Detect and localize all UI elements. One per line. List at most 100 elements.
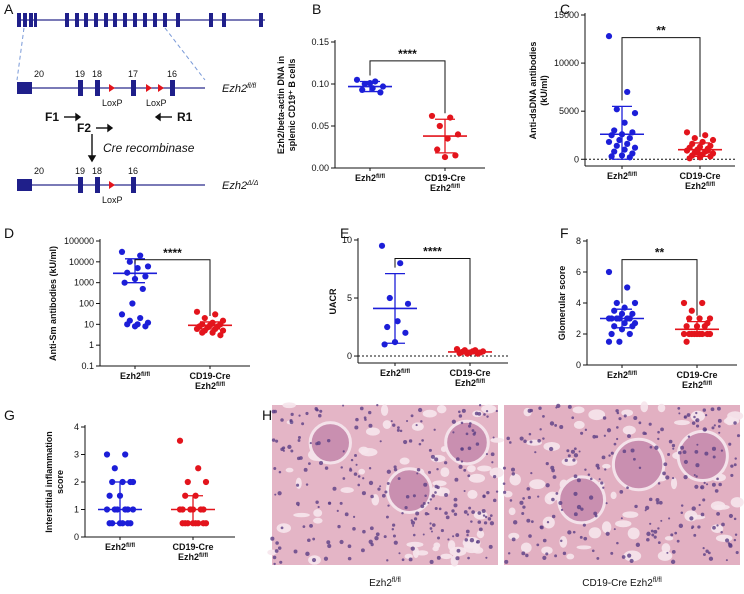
lumen xyxy=(670,477,678,490)
nucleus xyxy=(526,518,531,523)
nucleus xyxy=(572,458,576,462)
nucleus xyxy=(573,491,578,496)
nucleus xyxy=(620,517,623,520)
nucleus xyxy=(573,512,578,517)
nucleus xyxy=(444,461,448,465)
data-point xyxy=(621,119,628,126)
nucleus xyxy=(683,416,687,419)
data-point xyxy=(613,142,620,149)
nucleus xyxy=(610,451,614,455)
nucleus xyxy=(616,411,620,415)
y-tick-label: 1 xyxy=(74,505,79,515)
nucleus xyxy=(616,437,619,441)
nucleus xyxy=(469,538,475,543)
data-point xyxy=(111,465,118,472)
nucleus xyxy=(601,455,606,460)
nucleus xyxy=(386,559,389,562)
nucleus xyxy=(712,455,716,459)
nucleus xyxy=(579,535,583,539)
nucleus xyxy=(733,538,737,542)
category-sup: fl/fl xyxy=(141,372,150,378)
data-point xyxy=(378,242,386,249)
data-point xyxy=(631,299,639,307)
nucleus xyxy=(567,454,571,458)
nucleus xyxy=(662,471,666,476)
category-text: CD19-Cre xyxy=(449,368,490,378)
nucleus xyxy=(466,513,470,516)
nucleus xyxy=(436,467,439,471)
nucleus xyxy=(433,428,436,431)
lumen xyxy=(730,497,744,508)
x-tick-label: CD19-Cre xyxy=(172,542,213,552)
nucleus xyxy=(476,539,481,544)
data-point xyxy=(688,307,695,314)
nucleus xyxy=(362,477,365,480)
y-axis-label: splenic CD19⁺ B cells xyxy=(287,59,297,152)
category-text: Ezh2 xyxy=(607,370,628,380)
primer-arrows xyxy=(64,112,172,163)
nucleus xyxy=(486,490,490,495)
data-point xyxy=(201,314,208,322)
nucleus xyxy=(711,426,715,430)
category-text: Ezh2 xyxy=(455,378,476,388)
exon-label: 18 xyxy=(92,166,102,176)
caption-base: CD19-Cre Ezh2 xyxy=(582,578,653,589)
y-tick-label: 0 xyxy=(74,532,79,542)
nucleus xyxy=(509,441,512,444)
nucleus xyxy=(551,468,555,473)
nucleus xyxy=(660,427,664,432)
nucleus xyxy=(339,501,343,505)
nucleus xyxy=(558,501,563,505)
exons xyxy=(17,177,136,193)
category-sup: fl/fl xyxy=(628,172,637,178)
y-tick-label: 0 xyxy=(574,154,579,164)
genotype-base: Ezh2 xyxy=(222,83,247,95)
nucleus xyxy=(689,516,694,521)
data-point xyxy=(621,320,628,327)
nucleus xyxy=(460,447,464,451)
exons xyxy=(17,13,263,27)
nucleus xyxy=(691,506,696,511)
nucleus xyxy=(360,548,365,553)
glomerulus xyxy=(444,419,490,466)
category-text: Ezh2 xyxy=(607,171,628,181)
nucleus xyxy=(635,542,641,547)
lumen xyxy=(508,532,520,540)
nucleus xyxy=(376,404,379,407)
category-text: Ezh2 xyxy=(355,173,376,183)
category-sup: fl/fl xyxy=(376,174,385,180)
nucleus xyxy=(573,453,579,458)
nucleus xyxy=(381,493,386,498)
nucleus xyxy=(711,446,717,451)
nucleus xyxy=(375,532,380,537)
nucleus xyxy=(467,474,471,478)
dot-plot: 0.1 1 10 100 1000 10000 100000 Anti-Sm antibodi… xyxy=(48,236,250,391)
category-text: CD19-Cre xyxy=(172,542,213,552)
nucleus xyxy=(629,558,634,563)
nucleus xyxy=(717,418,722,423)
data-point xyxy=(613,106,620,113)
x-tick-label: CD19-Cre xyxy=(424,173,465,183)
data-point xyxy=(121,279,128,286)
caption-base: Ezh2 xyxy=(369,578,392,589)
nucleus xyxy=(399,429,403,433)
data-point xyxy=(137,314,144,322)
caption-sup: fl/fl xyxy=(392,577,401,584)
nucleus xyxy=(355,463,358,466)
nucleus xyxy=(339,539,344,545)
nucleus xyxy=(504,559,509,564)
nucleus xyxy=(315,500,319,504)
nucleus xyxy=(691,421,696,425)
data-point xyxy=(386,294,393,302)
nucleus xyxy=(668,439,673,444)
nucleus xyxy=(542,437,545,440)
y-tick-label: 0.00 xyxy=(311,163,329,173)
nucleus xyxy=(714,489,719,493)
lumen xyxy=(576,545,592,550)
data-point xyxy=(626,330,633,338)
nucleus xyxy=(440,528,444,533)
nucleus xyxy=(716,406,721,411)
nucleus xyxy=(539,525,544,530)
data-point xyxy=(624,284,631,291)
